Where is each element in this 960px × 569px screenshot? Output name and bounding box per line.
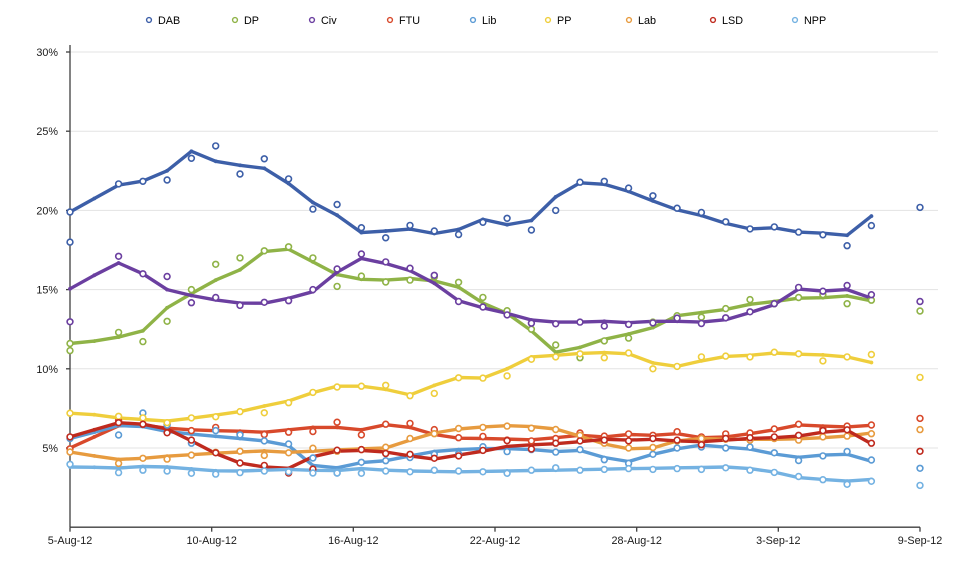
svg-text:Lab: Lab bbox=[638, 15, 656, 27]
svg-text:LSD: LSD bbox=[722, 15, 743, 27]
svg-text:DP: DP bbox=[244, 15, 259, 27]
svg-text:9-Sep-12: 9-Sep-12 bbox=[898, 535, 942, 547]
svg-text:5%: 5% bbox=[42, 443, 58, 455]
svg-text:22-Aug-12: 22-Aug-12 bbox=[470, 535, 520, 547]
svg-text:PP: PP bbox=[557, 15, 571, 27]
svg-text:DAB: DAB bbox=[158, 15, 180, 27]
svg-text:20%: 20% bbox=[36, 205, 58, 217]
svg-text:28-Aug-12: 28-Aug-12 bbox=[611, 535, 661, 547]
svg-text:FTU: FTU bbox=[399, 15, 420, 27]
svg-text:25%: 25% bbox=[36, 126, 58, 138]
svg-text:Lib: Lib bbox=[482, 15, 496, 27]
svg-text:10-Aug-12: 10-Aug-12 bbox=[186, 535, 236, 547]
svg-text:15%: 15% bbox=[36, 285, 58, 297]
svg-text:16-Aug-12: 16-Aug-12 bbox=[328, 535, 378, 547]
svg-text:30%: 30% bbox=[36, 47, 58, 59]
svg-text:3-Sep-12: 3-Sep-12 bbox=[756, 535, 800, 547]
svg-text:Civ: Civ bbox=[321, 15, 337, 27]
svg-text:5-Aug-12: 5-Aug-12 bbox=[48, 535, 92, 547]
svg-text:NPP: NPP bbox=[804, 15, 826, 27]
svg-text:10%: 10% bbox=[36, 364, 58, 376]
